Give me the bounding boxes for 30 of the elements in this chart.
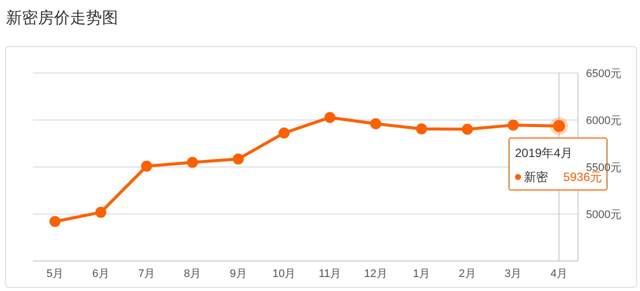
point (508, 120, 519, 131)
chart-title: 新密房价走势图 (6, 8, 118, 29)
x-tick-label: 9月 (230, 268, 247, 280)
annotation: 2019年4月 (515, 146, 572, 160)
point (186, 156, 198, 168)
x-tick-label: 8月 (184, 268, 202, 280)
legend-label: 新密 (524, 170, 548, 184)
point (95, 206, 106, 218)
x-tick-label: 2月 (458, 268, 476, 280)
point (370, 118, 382, 130)
x-tick-label: 4月 (550, 268, 568, 280)
x-tick-label: 1月 (412, 268, 430, 280)
x-tick-label: 6月 (92, 268, 110, 280)
y-tick-label: 6500元 (586, 68, 622, 80)
x-tick-label: 11月 (318, 268, 342, 280)
point (416, 123, 428, 134)
x-tick-label: 5月 (46, 268, 64, 280)
point (232, 154, 244, 165)
point (141, 160, 152, 172)
y-tick-label: 5000元 (586, 208, 622, 221)
point (324, 112, 336, 123)
point (278, 127, 290, 138)
x-tick-label: 10月 (272, 268, 296, 280)
x-tick-label: 3月 (504, 268, 522, 280)
point (50, 216, 60, 228)
data-label: 5936元 (563, 170, 602, 184)
x-tick-label: 7月 (138, 268, 156, 280)
y-tick-label: 6000元 (586, 114, 622, 127)
x-tick-label: 12月 (364, 268, 388, 280)
point (462, 124, 473, 135)
